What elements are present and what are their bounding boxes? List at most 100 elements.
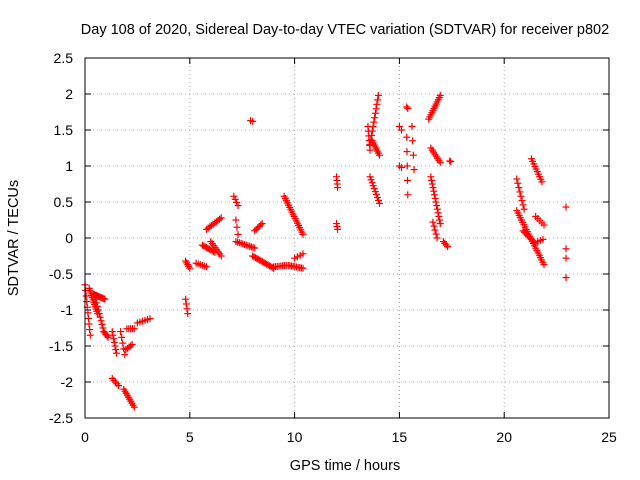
data-point — [111, 378, 119, 386]
data-point — [299, 250, 307, 258]
data-point — [101, 295, 109, 303]
x-axis-label: GPS time / hours — [290, 458, 400, 474]
data-point — [436, 91, 444, 99]
data-point — [403, 148, 411, 156]
data-point — [249, 117, 257, 125]
data-point — [96, 313, 104, 321]
data-point — [540, 221, 548, 229]
data-point — [217, 252, 225, 260]
data-point — [428, 176, 436, 184]
data-point — [110, 376, 118, 384]
data-point — [367, 176, 375, 184]
data-point — [530, 238, 538, 246]
data-point — [372, 105, 380, 113]
data-point — [98, 320, 106, 328]
data-point — [436, 216, 444, 224]
data-point — [433, 234, 441, 242]
y-tick-label: 2.5 — [54, 50, 74, 66]
y-tick-label: -2.5 — [49, 410, 73, 426]
y-axis-label: SDTVAR / TECUs — [6, 180, 22, 296]
data-point — [184, 310, 192, 318]
plot-frame — [84, 57, 610, 419]
data-point — [95, 310, 103, 318]
data-point — [436, 220, 444, 228]
data-point — [429, 218, 437, 226]
data-point — [519, 201, 527, 209]
data-point — [104, 333, 112, 341]
data-point — [113, 380, 121, 388]
data-point — [91, 295, 99, 303]
data-point — [442, 241, 450, 249]
y-tick-label: 0.5 — [54, 194, 74, 210]
data-point — [514, 179, 522, 187]
data-point — [299, 230, 307, 238]
data-point — [99, 324, 107, 332]
data-point — [540, 261, 548, 269]
data-point — [375, 199, 383, 207]
data-point — [130, 325, 138, 333]
data-point — [409, 151, 417, 159]
data-point — [183, 305, 191, 313]
y-tick-label: 2 — [65, 86, 73, 102]
y-tick-label: 0 — [65, 230, 73, 246]
data-point — [430, 191, 438, 199]
data-point — [146, 315, 154, 323]
data-point — [435, 212, 443, 220]
data-point — [404, 104, 412, 112]
data-point — [397, 163, 405, 171]
data-point — [368, 127, 376, 135]
data-points — [81, 91, 570, 411]
data-point — [94, 306, 102, 314]
data-point — [127, 342, 135, 350]
data-point — [520, 205, 528, 213]
data-point — [403, 103, 411, 111]
data-point — [121, 351, 129, 359]
data-point — [434, 209, 442, 217]
data-point — [234, 230, 242, 238]
data-point — [203, 263, 211, 271]
data-point — [516, 188, 524, 196]
data-point — [446, 157, 454, 165]
data-point — [404, 176, 412, 184]
data-point — [373, 194, 381, 202]
data-point — [404, 191, 412, 199]
data-point — [539, 235, 547, 243]
data-point — [432, 230, 440, 238]
x-tick-label: 10 — [287, 429, 303, 445]
data-point — [427, 173, 435, 181]
data-point — [368, 179, 376, 187]
data-point — [375, 151, 383, 159]
y-tick-label: 1 — [65, 158, 73, 174]
x-tick-label: 20 — [496, 429, 512, 445]
data-point — [112, 346, 120, 354]
data-point — [182, 300, 190, 308]
x-tick-label: 15 — [392, 429, 408, 445]
data-point — [299, 264, 307, 272]
data-point — [110, 335, 118, 343]
data-point — [432, 198, 440, 206]
data-point — [268, 263, 276, 271]
data-point — [109, 331, 117, 339]
data-point — [447, 158, 455, 166]
data-point — [374, 196, 382, 204]
data-point — [444, 243, 452, 251]
data-point — [103, 332, 111, 340]
data-point — [119, 339, 127, 347]
data-point — [403, 162, 411, 170]
data-point — [538, 178, 546, 186]
data-point — [97, 317, 105, 325]
data-point — [374, 96, 382, 104]
y-tick-label: 1.5 — [54, 122, 74, 138]
data-point — [518, 197, 526, 205]
data-point — [110, 338, 118, 346]
data-point — [251, 244, 259, 252]
data-point — [117, 328, 125, 336]
data-point — [186, 264, 194, 272]
data-point — [370, 118, 378, 126]
data-point — [231, 195, 239, 203]
data-point — [118, 333, 126, 341]
y-tick-label: -1 — [61, 302, 74, 318]
data-point — [217, 214, 225, 222]
data-point — [371, 114, 379, 122]
